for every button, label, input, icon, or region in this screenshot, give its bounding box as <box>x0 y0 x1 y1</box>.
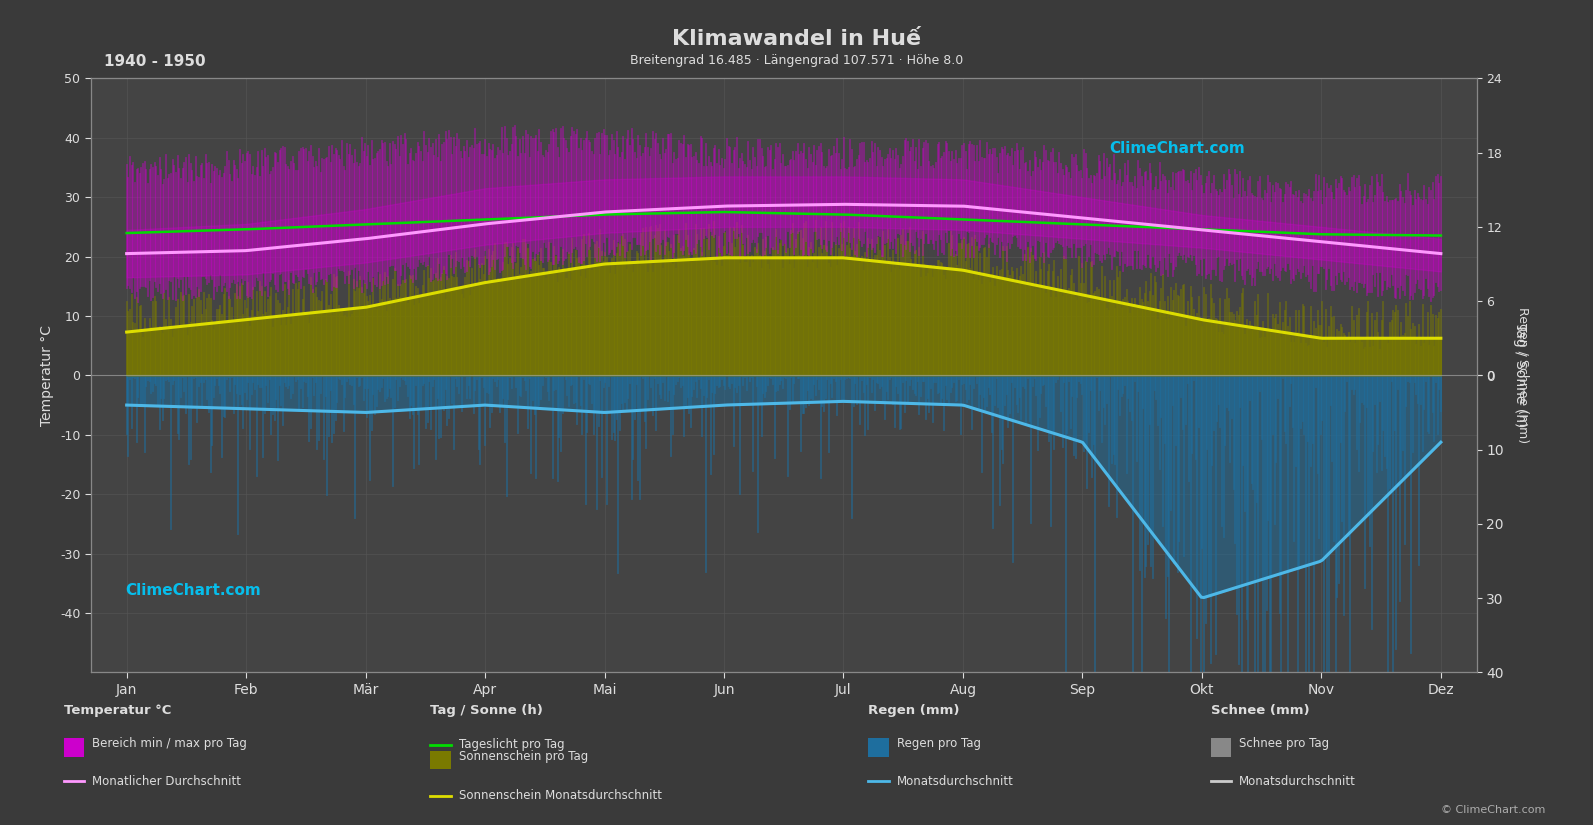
Text: Regen pro Tag: Regen pro Tag <box>897 737 981 750</box>
Text: Sonnenschein pro Tag: Sonnenschein pro Tag <box>459 750 588 763</box>
Text: Klimawandel in Huế: Klimawandel in Huế <box>672 29 921 49</box>
Text: Monatlicher Durchschnitt: Monatlicher Durchschnitt <box>92 775 242 788</box>
Text: Schnee pro Tag: Schnee pro Tag <box>1239 737 1330 750</box>
Text: Bereich min / max pro Tag: Bereich min / max pro Tag <box>92 737 247 750</box>
Text: Tageslicht pro Tag: Tageslicht pro Tag <box>459 738 564 752</box>
Text: Monatsdurchschnitt: Monatsdurchschnitt <box>1239 775 1356 788</box>
Text: 1940 - 1950: 1940 - 1950 <box>104 54 205 68</box>
Text: Tag / Sonne (h): Tag / Sonne (h) <box>430 704 543 717</box>
Text: Temperatur °C: Temperatur °C <box>64 704 170 717</box>
Text: Monatsdurchschnitt: Monatsdurchschnitt <box>897 775 1013 788</box>
Text: Regen (mm): Regen (mm) <box>868 704 959 717</box>
Text: ClimeChart.com: ClimeChart.com <box>126 583 261 598</box>
Y-axis label: Tag / Sonne (h): Tag / Sonne (h) <box>1513 323 1528 427</box>
Y-axis label: Temperatur °C: Temperatur °C <box>40 325 54 426</box>
Text: ClimeChart.com: ClimeChart.com <box>1109 140 1246 156</box>
Text: Sonnenschein Monatsdurchschnitt: Sonnenschein Monatsdurchschnitt <box>459 790 661 803</box>
Y-axis label: Regen / Schnee (mm): Regen / Schnee (mm) <box>1517 308 1529 444</box>
Text: Breitengrad 16.485 · Längengrad 107.571 · Höhe 8.0: Breitengrad 16.485 · Längengrad 107.571 … <box>629 54 964 67</box>
Text: © ClimeChart.com: © ClimeChart.com <box>1440 804 1545 814</box>
Text: Schnee (mm): Schnee (mm) <box>1211 704 1309 717</box>
